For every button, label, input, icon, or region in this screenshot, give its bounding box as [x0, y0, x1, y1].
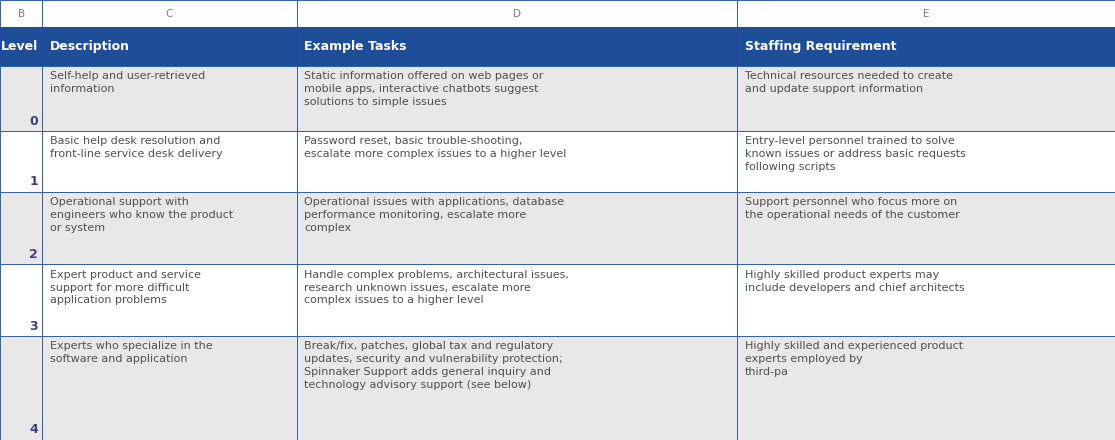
Text: 1: 1 — [29, 175, 38, 188]
Bar — [737, 336, 1115, 440]
Bar — [0, 264, 42, 336]
Text: Operational support with
engineers who know the product
or system: Operational support with engineers who k… — [50, 197, 233, 233]
Bar — [297, 0, 737, 27]
Text: 3: 3 — [29, 319, 38, 333]
Text: Staffing Requirement: Staffing Requirement — [745, 40, 896, 53]
Text: Handle complex problems, architectural issues,
research unknown issues, escalate: Handle complex problems, architectural i… — [304, 270, 570, 305]
Bar — [42, 336, 297, 440]
Text: Highly skilled and experienced product
experts employed by
third-pa: Highly skilled and experienced product e… — [745, 341, 963, 377]
Bar — [42, 131, 297, 192]
Text: Experts who specialize in the
software and application: Experts who specialize in the software a… — [50, 341, 213, 364]
Text: Technical resources needed to create
and update support information: Technical resources needed to create and… — [745, 71, 953, 94]
Bar — [0, 336, 42, 440]
Text: Level: Level — [1, 40, 38, 53]
Text: 4: 4 — [29, 423, 38, 436]
Text: Break/fix, patches, global tax and regulatory
updates, security and vulnerabilit: Break/fix, patches, global tax and regul… — [304, 341, 563, 390]
Bar — [42, 66, 297, 131]
Text: Example Tasks: Example Tasks — [304, 40, 407, 53]
Text: Expert product and service
support for more difficult
application problems: Expert product and service support for m… — [50, 270, 201, 305]
Text: E: E — [923, 9, 929, 18]
Bar — [42, 0, 297, 27]
Bar — [297, 264, 737, 336]
Bar — [297, 66, 737, 131]
Bar — [297, 192, 737, 264]
Text: D: D — [513, 9, 521, 18]
Bar — [737, 0, 1115, 27]
Bar — [0, 27, 42, 66]
Text: 0: 0 — [29, 114, 38, 128]
Bar — [297, 131, 737, 192]
Bar — [737, 27, 1115, 66]
Bar — [297, 336, 737, 440]
Bar — [42, 192, 297, 264]
Bar — [0, 0, 42, 27]
Bar — [0, 192, 42, 264]
Bar — [42, 27, 297, 66]
Bar — [737, 192, 1115, 264]
Text: Static information offered on web pages or
mobile apps, interactive chatbots sug: Static information offered on web pages … — [304, 71, 544, 107]
Text: C: C — [166, 9, 173, 18]
Text: Basic help desk resolution and
front-line service desk delivery: Basic help desk resolution and front-lin… — [50, 136, 223, 159]
Bar — [737, 66, 1115, 131]
Text: Description: Description — [50, 40, 130, 53]
Bar — [42, 264, 297, 336]
Bar — [737, 264, 1115, 336]
Text: 2: 2 — [29, 248, 38, 261]
Text: Entry-level personnel trained to solve
known issues or address basic requests
fo: Entry-level personnel trained to solve k… — [745, 136, 966, 172]
Bar — [297, 27, 737, 66]
Bar — [737, 131, 1115, 192]
Text: Operational issues with applications, database
performance monitoring, escalate : Operational issues with applications, da… — [304, 197, 564, 233]
Bar — [0, 131, 42, 192]
Bar — [0, 66, 42, 131]
Text: Support personnel who focus more on
the operational needs of the customer: Support personnel who focus more on the … — [745, 197, 960, 220]
Text: Self-help and user-retrieved
information: Self-help and user-retrieved information — [50, 71, 205, 94]
Text: Highly skilled product experts may
include developers and chief architects: Highly skilled product experts may inclu… — [745, 270, 964, 293]
Text: B: B — [18, 9, 25, 18]
Text: Password reset, basic trouble-shooting,
escalate more complex issues to a higher: Password reset, basic trouble-shooting, … — [304, 136, 566, 159]
